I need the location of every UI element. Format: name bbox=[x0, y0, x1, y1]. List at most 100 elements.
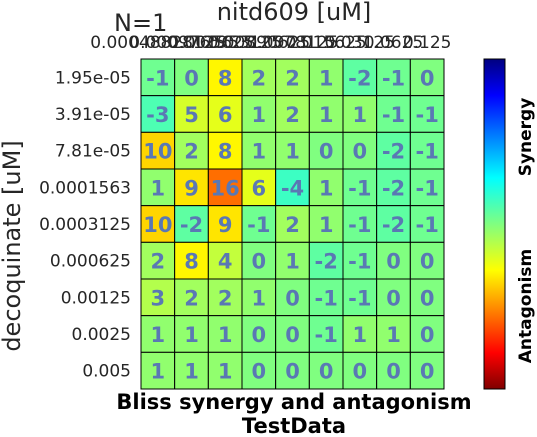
y-axis-title: decoquinate [uM] bbox=[0, 140, 26, 351]
heatmap-cell-value: -1 bbox=[416, 213, 439, 237]
heatmap-cell-value: -2 bbox=[382, 140, 405, 164]
heatmap-cell-value: -1 bbox=[416, 140, 439, 164]
heatmap-cell-value: 1 bbox=[285, 250, 300, 274]
heatmap-cell-value: 1 bbox=[319, 176, 334, 200]
heatmap-cell-value: 1 bbox=[353, 103, 368, 127]
heatmap-cell-value: -1 bbox=[348, 286, 371, 310]
heatmap-cell-value: 6 bbox=[252, 176, 267, 200]
heatmap-cell-value: -4 bbox=[281, 176, 304, 200]
heatmap-cell-value: -3 bbox=[146, 103, 169, 127]
heatmap-cell-value: 0 bbox=[319, 360, 334, 384]
heatmap-cell-value: 1 bbox=[184, 323, 199, 347]
heatmap-cell-value: -1 bbox=[348, 176, 371, 200]
heatmap-cell-value: 1 bbox=[252, 140, 267, 164]
heatmap-cell-value: 0 bbox=[353, 360, 368, 384]
heatmap-cell-value: 2 bbox=[285, 213, 300, 237]
heatmap-cell-value: 1 bbox=[218, 323, 233, 347]
heatmap-cell-value: 0 bbox=[353, 140, 368, 164]
heatmap-cell-value: 9 bbox=[184, 176, 199, 200]
heatmap-cell-value: 16 bbox=[211, 176, 240, 200]
heatmap-cell-value: 0 bbox=[252, 250, 267, 274]
heatmap-cell-value: 0 bbox=[386, 250, 401, 274]
heatmap-cell-value: 3 bbox=[151, 286, 166, 310]
heatmap-cell-value: 10 bbox=[143, 213, 172, 237]
heatmap-cell-value: 0 bbox=[285, 360, 300, 384]
heatmap-cell-value: -2 bbox=[315, 250, 338, 274]
heatmap-cell-value: -1 bbox=[146, 66, 169, 90]
y-tick-label: 7.81e-05 bbox=[55, 142, 131, 162]
heatmap-cell-value: -1 bbox=[416, 176, 439, 200]
x-axis-title: nitd609 [uM] bbox=[217, 0, 372, 26]
heatmap-cell-value: 0 bbox=[420, 360, 435, 384]
heatmap-cell-value: 2 bbox=[218, 286, 233, 310]
heatmap-cell-value: -2 bbox=[382, 176, 405, 200]
heatmap-cell-value: 10 bbox=[143, 140, 172, 164]
chart-subtitle: TestData bbox=[242, 414, 346, 437]
heatmap-cell-value: 0 bbox=[420, 286, 435, 310]
y-tick-label: 0.0001563 bbox=[39, 178, 131, 198]
heatmap-cell-value: 2 bbox=[285, 66, 300, 90]
heatmap-cell-value: 2 bbox=[252, 66, 267, 90]
heatmap-cell-value: 1 bbox=[252, 103, 267, 127]
heatmap-cell-value: 6 bbox=[218, 103, 233, 127]
heatmap-cell-value: 0 bbox=[184, 66, 199, 90]
x-axis-tick-labels: 0.000488281250.00097656250.0019531250.00… bbox=[90, 33, 451, 53]
heatmap-cell-value: -1 bbox=[382, 103, 405, 127]
heatmap-cell-value: -2 bbox=[382, 213, 405, 237]
heatmap-cell-value: 0 bbox=[386, 360, 401, 384]
heatmap-cell-value: 1 bbox=[151, 323, 166, 347]
y-tick-label: 0.0003125 bbox=[39, 215, 131, 235]
heatmap-cell-value: -1 bbox=[416, 103, 439, 127]
y-tick-label: 3.91e-05 bbox=[55, 105, 131, 125]
heatmap-value-labels: -1 0 8 2 2 1 -2 -1 0-3 5 6 1 2 1 1 -1 -110 2 8 1 1 0 0 -2 -11 9 16… bbox=[143, 66, 439, 383]
heatmap-cell-value: 1 bbox=[319, 103, 334, 127]
heatmap-cell-value: 1 bbox=[319, 66, 334, 90]
y-tick-label: 0.000625 bbox=[50, 252, 131, 272]
colorbar bbox=[484, 59, 505, 389]
heatmap-cell-value: 4 bbox=[218, 250, 233, 274]
chart-title: Bliss synergy and antagonism bbox=[116, 390, 471, 414]
heatmap-cell-value: 0 bbox=[420, 323, 435, 347]
heatmap-cell-value: 1 bbox=[218, 360, 233, 384]
heatmap-cell-value: -1 bbox=[315, 323, 338, 347]
heatmap-cell-value: 1 bbox=[151, 176, 166, 200]
heatmap-cell-value: -1 bbox=[382, 66, 405, 90]
heatmap-cell-value: 9 bbox=[218, 213, 233, 237]
heatmap-cell-value: -1 bbox=[348, 250, 371, 274]
y-tick-label: 1.95e-05 bbox=[55, 68, 131, 88]
heatmap-cell-value: 1 bbox=[319, 213, 334, 237]
heatmap-cell-value: 1 bbox=[386, 323, 401, 347]
heatmap-cell-value: 0 bbox=[285, 286, 300, 310]
heatmap-cell-value: -1 bbox=[315, 286, 338, 310]
y-axis-tick-labels: 1.95e-05 3.91e-05 7.81e-05 0.0001563 0.00031… bbox=[39, 68, 131, 381]
heatmap-cell-value: 8 bbox=[218, 140, 233, 164]
heatmap-cell-value: 5 bbox=[184, 103, 199, 127]
heatmap-cell-value: 1 bbox=[285, 140, 300, 164]
heatmap-cell-value: 0 bbox=[252, 323, 267, 347]
heatmap-cell-value: 2 bbox=[285, 103, 300, 127]
heatmap-cell-value: -2 bbox=[180, 213, 203, 237]
heatmap-cell-value: 0 bbox=[420, 66, 435, 90]
heatmap-cell-value: 0 bbox=[319, 140, 334, 164]
heatmap-cell-value: 1 bbox=[252, 286, 267, 310]
colorbar-antagonism-label: Antagonism bbox=[516, 249, 536, 363]
heatmap-cell-value: 0 bbox=[285, 323, 300, 347]
heatmap-cell-value: 2 bbox=[184, 140, 199, 164]
heatmap-cell-value: 1 bbox=[353, 323, 368, 347]
heatmap-cell-value: -1 bbox=[348, 213, 371, 237]
y-tick-label: 0.00125 bbox=[61, 288, 131, 308]
y-tick-label: 0.0025 bbox=[72, 325, 131, 345]
heatmap-cell-value: -2 bbox=[348, 66, 371, 90]
heatmap-cell-value: 1 bbox=[151, 360, 166, 384]
heatmap-cell-value: 2 bbox=[151, 250, 166, 274]
heatmap-cell-value: 8 bbox=[184, 250, 199, 274]
x-tick-label: 0.125 bbox=[403, 33, 452, 53]
heatmap-cell-value: 0 bbox=[386, 286, 401, 310]
heatmap-cell-value: 0 bbox=[252, 360, 267, 384]
y-tick-label: 0.005 bbox=[82, 362, 131, 382]
heatmap-cell-value: 8 bbox=[218, 66, 233, 90]
heatmap-cell-value: 0 bbox=[420, 250, 435, 274]
heatmap-cell-value: -1 bbox=[247, 213, 270, 237]
colorbar-synergy-label: Synergy bbox=[516, 98, 536, 177]
heatmap-cell-value: 1 bbox=[184, 360, 199, 384]
